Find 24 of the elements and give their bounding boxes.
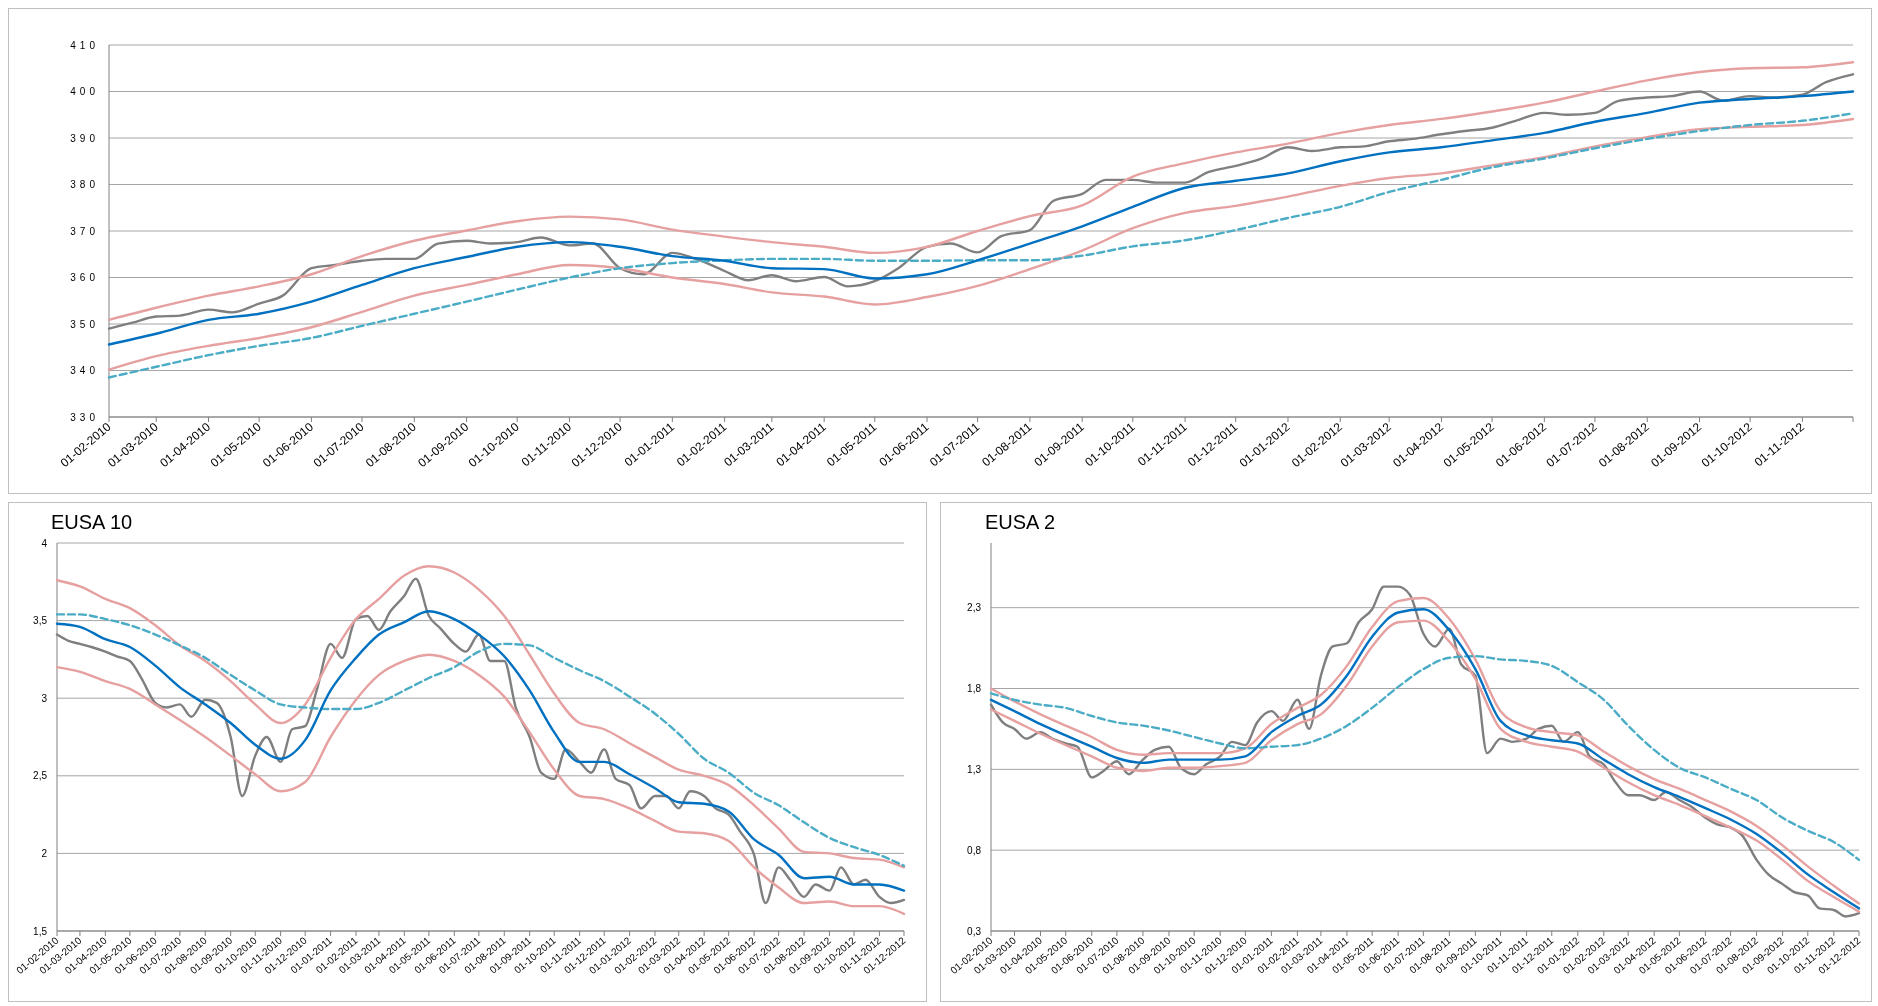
y-tick-label: 1,5 [33,925,48,937]
y-tick-label: 1,8 [967,683,982,694]
y-tick-label: 390 [70,132,99,144]
y-tick-label: 340 [70,365,99,376]
y-tick-label: 3 [41,692,48,704]
y-tick-label: 4 [41,537,48,549]
y-tick-label: 380 [70,179,99,190]
y-tick-label: 2,5 [33,770,48,782]
line-series [989,654,1861,862]
y-tick-label: 360 [70,272,99,283]
y-tick-label: 0,3 [967,925,982,937]
y-tick-label: 2,3 [967,602,982,614]
chart-title: EUSA 10 [51,511,133,533]
y-tick-label: 2 [41,847,48,859]
y-tick-label: 400 [70,86,99,97]
y-tick-label: 3,5 [33,615,48,627]
y-tick-label: 410 [70,39,99,51]
line-series [55,653,906,916]
y-tick-label: 350 [70,318,99,330]
y-tick-label: 330 [70,411,99,423]
chart-title: EUSA 2 [985,511,1056,533]
y-tick-label: 370 [70,225,99,237]
y-tick-label: 0,8 [967,844,982,856]
y-tick-label: 1,3 [967,763,982,775]
